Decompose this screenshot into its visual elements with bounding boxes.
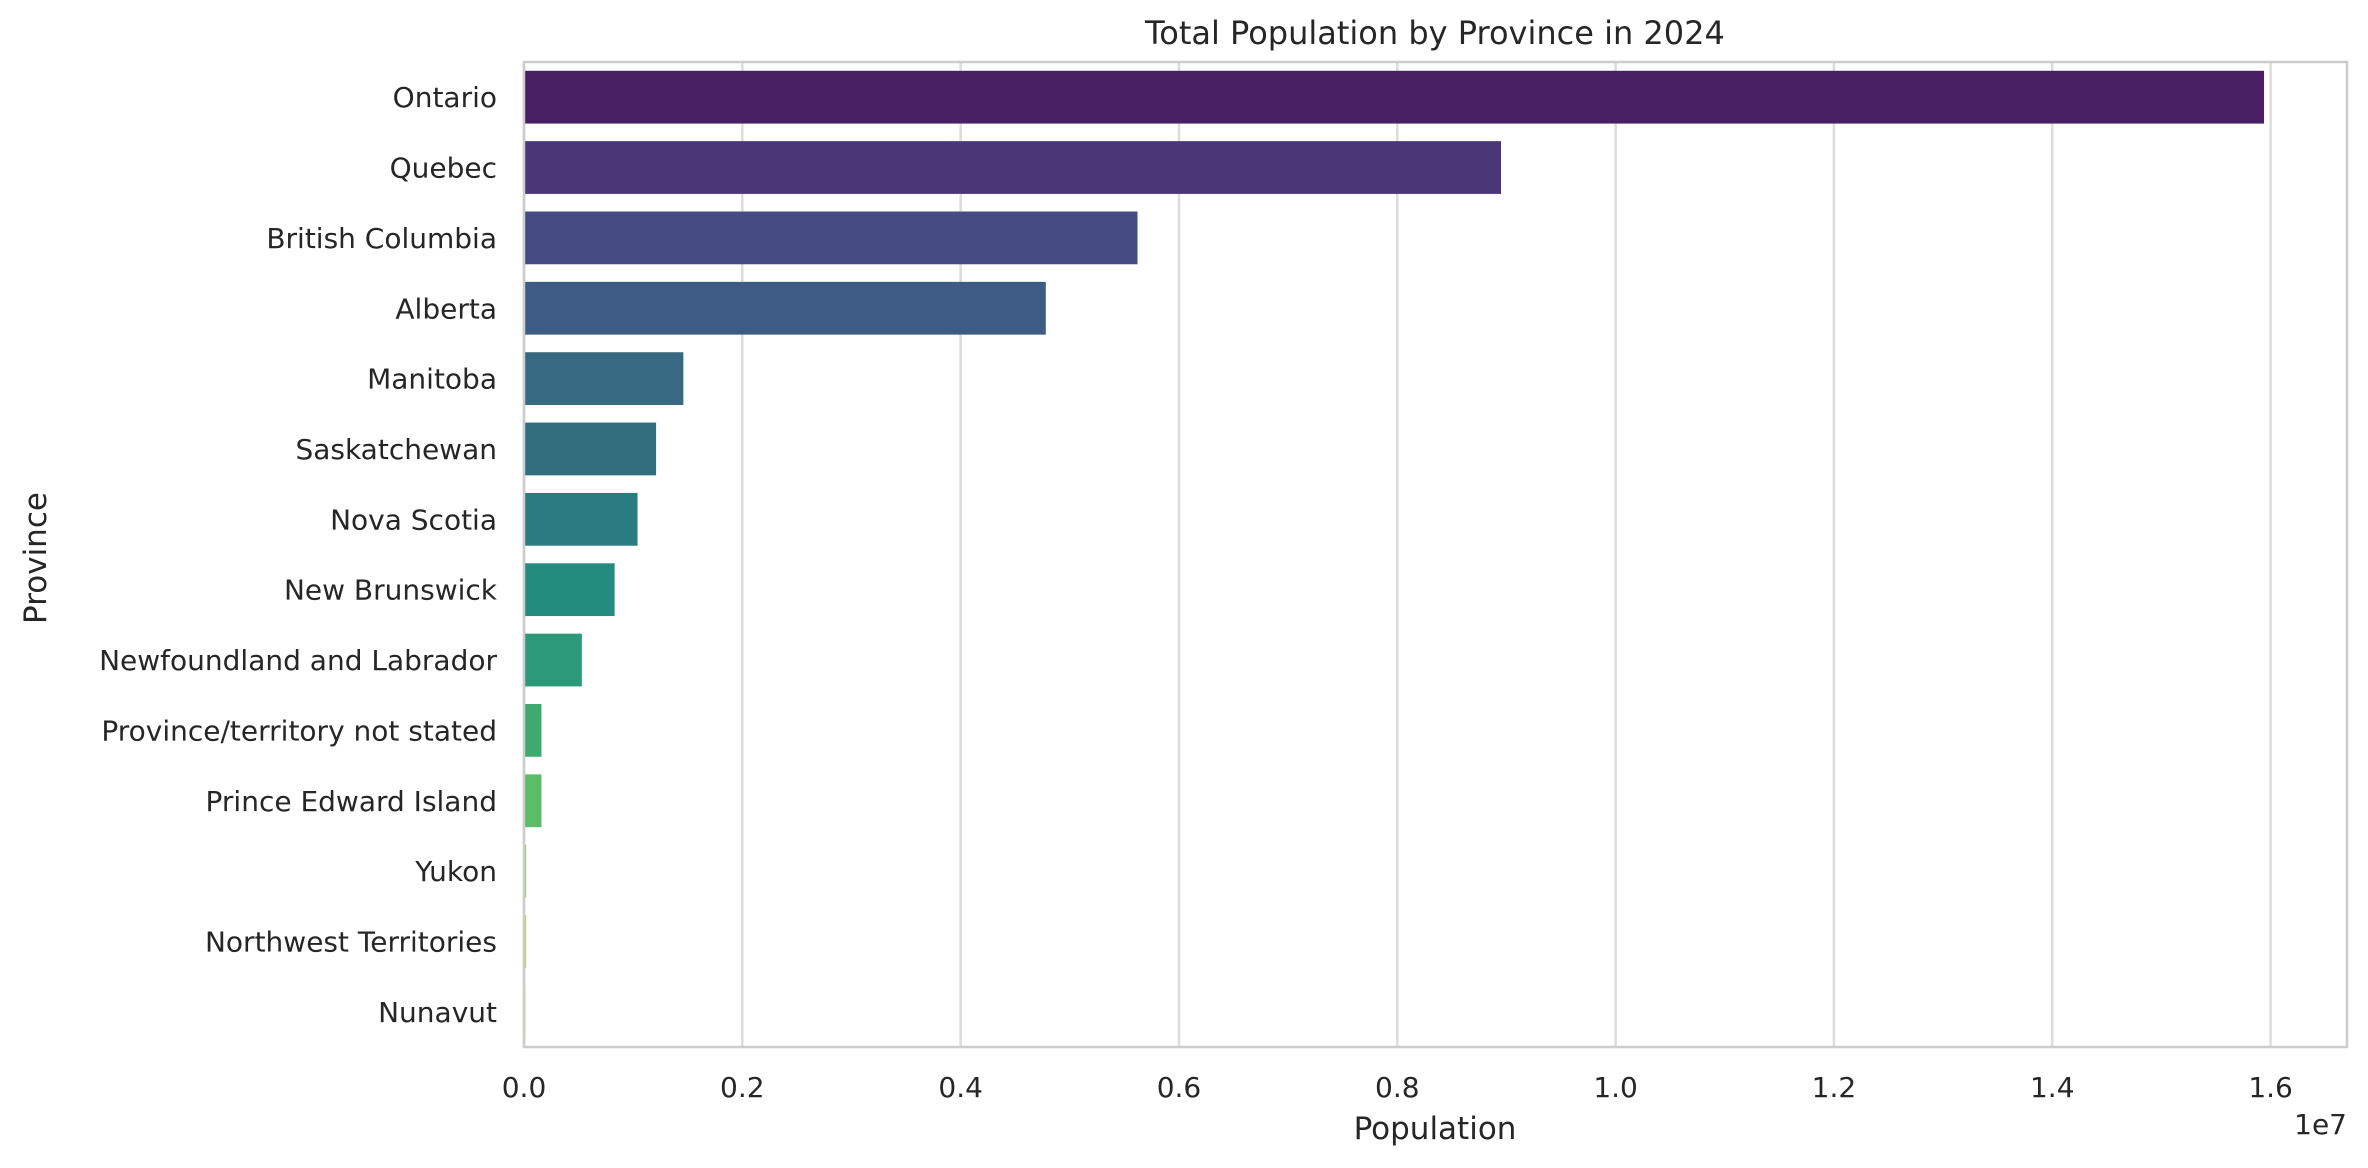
bar [524,211,1138,265]
y-tick-label: Yukon [414,855,497,888]
x-axis-label: Population [1354,1111,1517,1147]
x-tick-label: 1.0 [1593,1071,1638,1104]
y-tick-label: Manitoba [367,363,497,396]
bar [524,633,582,687]
y-tick-label: Saskatchewan [295,433,497,466]
x-tick-label: 0.0 [502,1071,547,1104]
x-tick-label: 0.2 [720,1071,765,1104]
y-axis-tick-labels: Ontario Quebec British Columbia Alberta Mani… [99,81,498,1029]
y-tick-label: New Brunswick [284,574,498,607]
y-tick-label: Nunavut [378,996,497,1029]
x-tick-label: 0.8 [1375,1071,1420,1104]
x-axis-offset-label: 1e7 [2294,1108,2347,1141]
x-tick-label: 1.6 [2248,1071,2293,1104]
bars [524,70,2265,1039]
x-tick-label: 1.2 [1812,1071,1857,1104]
x-tick-label: 0.6 [1157,1071,1202,1104]
x-tick-label: 1.4 [2030,1071,2075,1104]
y-tick-label: Alberta [395,292,497,325]
plot-frame [522,60,2349,1049]
bar [524,774,542,828]
chart-title: Total Population by Province in 2024 [1144,14,1725,52]
y-tick-label: Province/territory not stated [101,714,497,747]
bar [524,422,657,476]
y-tick-label: Northwest Territories [205,925,497,958]
y-tick-label: Nova Scotia [330,503,497,536]
bar [524,492,638,546]
y-tick-label: British Columbia [266,222,497,255]
y-tick-label: Prince Edward Island [206,785,497,818]
bar [524,281,1046,335]
bar [524,352,684,405]
bar [524,563,615,617]
y-tick-label: Quebec [390,152,497,185]
x-tick-label: 0.4 [938,1071,983,1104]
y-axis-label: Province [18,492,54,624]
x-axis-tick-labels: 0.0 0.2 0.4 0.6 0.8 1.0 1.2 1.4 1.6 [502,1071,2293,1104]
gridlines [522,62,2272,1047]
y-tick-label: Newfoundland and Labrador [99,644,497,677]
bar [524,70,2265,124]
y-tick-label: Ontario [393,81,497,114]
bar [524,704,542,757]
bar [524,141,1501,194]
